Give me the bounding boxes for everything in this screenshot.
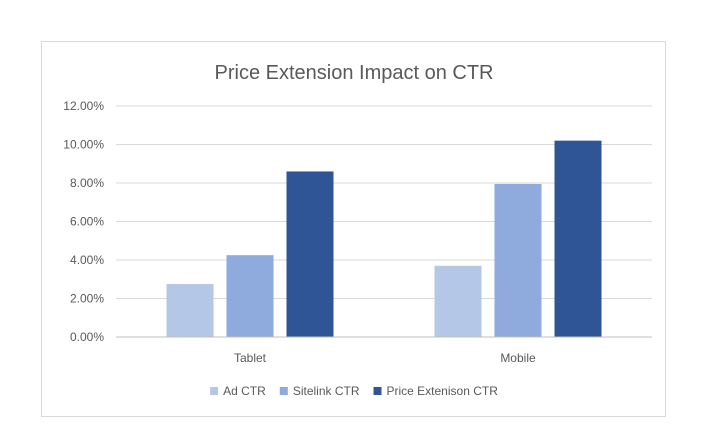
legend-swatch [279, 387, 288, 395]
legend: Ad CTR Sitelink CTR Price Extenison CTR [210, 384, 498, 398]
y-tick-label: 6.00% [70, 215, 104, 229]
x-category-label: Mobile [500, 351, 536, 365]
bar-tablet-3 [286, 171, 334, 337]
bars [166, 140, 602, 337]
bar-mobile-1 [434, 265, 482, 337]
legend-swatch [210, 387, 219, 395]
chart-frame: Price Extension Impact on CTR 0.00% 2.00%… [41, 41, 666, 417]
chart-title: Price Extension Impact on CTR [215, 62, 494, 84]
legend-label: Sitelink CTR [293, 384, 360, 398]
y-tick-label: 10.00% [63, 138, 104, 152]
y-tick-label: 2.00% [70, 292, 104, 306]
axes: 0.00% 2.00% 4.00% 6.00% 8.00% 10.00% 12.00% Tab… [63, 99, 652, 365]
bar-mobile-3 [554, 140, 602, 337]
bar-chart: Price Extension Impact on CTR 0.00% 2.00%… [63, 62, 652, 398]
y-tick-label: 8.00% [70, 176, 104, 190]
legend-swatch [373, 387, 382, 395]
bar-mobile-2 [494, 183, 542, 337]
bar-tablet-2 [226, 255, 274, 337]
bar-tablet-1 [166, 284, 214, 337]
legend-label: Ad CTR [223, 384, 266, 398]
y-tick-label: 4.00% [70, 253, 104, 267]
legend-label: Price Extenison CTR [387, 384, 499, 398]
y-tick-label: 12.00% [63, 99, 104, 113]
x-category-label: Tablet [234, 351, 267, 365]
y-tick-label: 0.00% [70, 330, 104, 344]
